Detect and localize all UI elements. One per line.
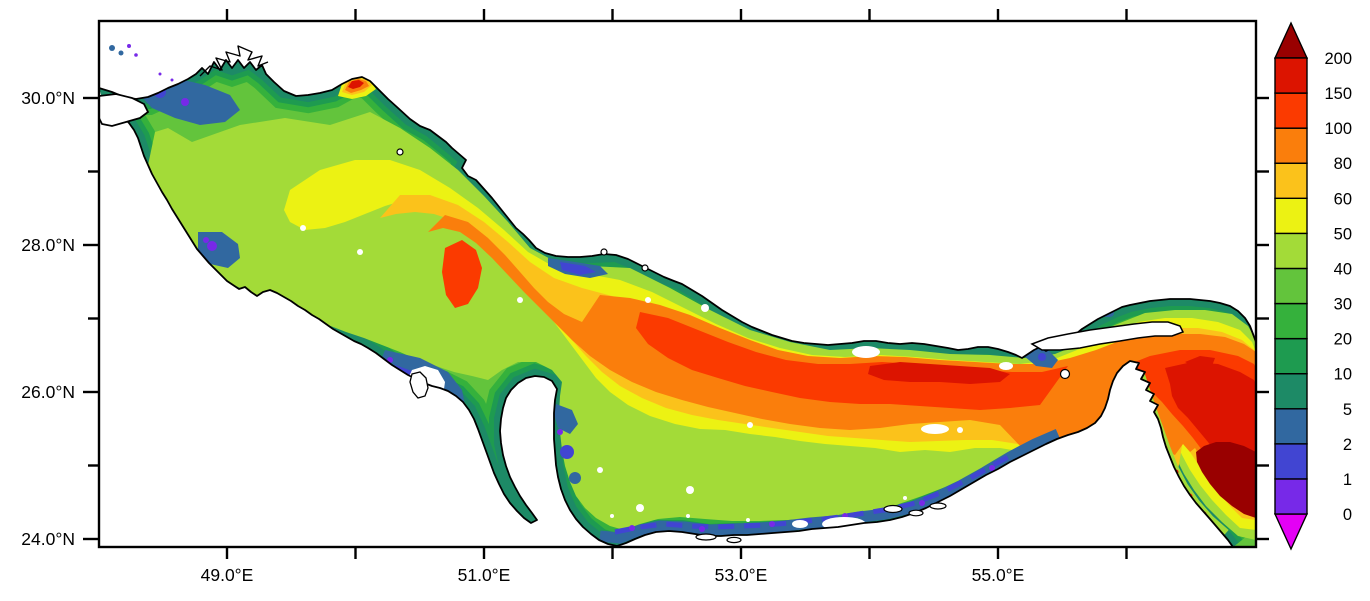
colorbar-label: 10 xyxy=(1334,366,1352,384)
y-tick-label: 24.0°N xyxy=(21,529,75,549)
y-tick-label: 28.0°N xyxy=(21,235,75,255)
colorbar-label: 80 xyxy=(1334,155,1352,173)
colorbar-label: 60 xyxy=(1334,190,1352,208)
colorbar-label: 20 xyxy=(1334,331,1352,349)
colorbar-label: 5 xyxy=(1343,401,1352,419)
colorbar: 0 1 2 5 10 20 30 40 50 60 80 100 150 200 xyxy=(1273,21,1352,551)
y-tick-label: 30.0°N xyxy=(21,88,75,108)
colorbar-under-arrow xyxy=(1273,513,1309,551)
qeshm-island xyxy=(1030,321,1185,351)
colorbar-box xyxy=(1274,162,1308,200)
bahrain-island xyxy=(409,371,429,399)
colorbar-box xyxy=(1274,408,1308,445)
colorbar-box xyxy=(1274,57,1308,94)
colorbar-label: 150 xyxy=(1324,85,1352,103)
colorbar-box xyxy=(1274,443,1308,480)
colorbar-label: 1 xyxy=(1343,471,1352,489)
colorbar-label: 30 xyxy=(1334,296,1352,314)
plot-area xyxy=(99,44,1256,547)
band-over-200-basin xyxy=(1196,442,1256,518)
colorbar-box xyxy=(1274,267,1308,305)
colorbar-label: 100 xyxy=(1324,120,1352,138)
colorbar-box xyxy=(1274,478,1308,515)
kuwait-bay xyxy=(99,93,150,127)
colorbar-label: 2 xyxy=(1343,436,1352,454)
colorbar-label: 200 xyxy=(1324,50,1352,68)
plot-frame xyxy=(97,19,1258,549)
south-coast-blue-strip xyxy=(599,428,1061,544)
colorbar-box xyxy=(1274,337,1308,375)
colorbar-over-arrow xyxy=(1273,21,1309,59)
x-tick-label: 53.0°E xyxy=(715,565,768,585)
sea-color-fill xyxy=(99,60,1256,547)
x-tick-label: 49.0°E xyxy=(201,565,254,585)
colorbar-box xyxy=(1274,197,1308,235)
x-tick-label: 55.0°E xyxy=(972,565,1025,585)
colorbar-label: 0 xyxy=(1343,506,1352,524)
marsh-specks xyxy=(109,44,174,82)
colorbar-box xyxy=(1274,302,1308,340)
south-coastline xyxy=(102,99,1234,547)
x-axis: 49.0°E 51.0°E 53.0°E 55.0°E xyxy=(201,9,1128,585)
land-features xyxy=(99,44,1185,544)
band-150-200-axial xyxy=(868,362,1010,384)
y-axis: 30.0°N 28.0°N 26.0°N 24.0°N xyxy=(21,88,1269,549)
colorbar-box xyxy=(1274,232,1308,270)
small-islands xyxy=(396,148,1071,544)
x-tick-label: 51.0°E xyxy=(458,565,511,585)
band-100-150-nw-spot xyxy=(442,240,482,308)
colorbar-box xyxy=(1274,372,1308,410)
band-100-150-axial xyxy=(636,312,1068,410)
shatt-al-arab-delta-channels xyxy=(199,45,269,77)
y-tick-label: 26.0°N xyxy=(21,382,75,402)
north-coast-hot-spot xyxy=(338,77,376,99)
colorbar-label: 40 xyxy=(1334,260,1352,278)
salwa-finger xyxy=(446,438,466,500)
colorbar-box xyxy=(1274,92,1308,129)
colorbar-box xyxy=(1274,127,1308,164)
colorbar-label: 50 xyxy=(1334,225,1352,243)
